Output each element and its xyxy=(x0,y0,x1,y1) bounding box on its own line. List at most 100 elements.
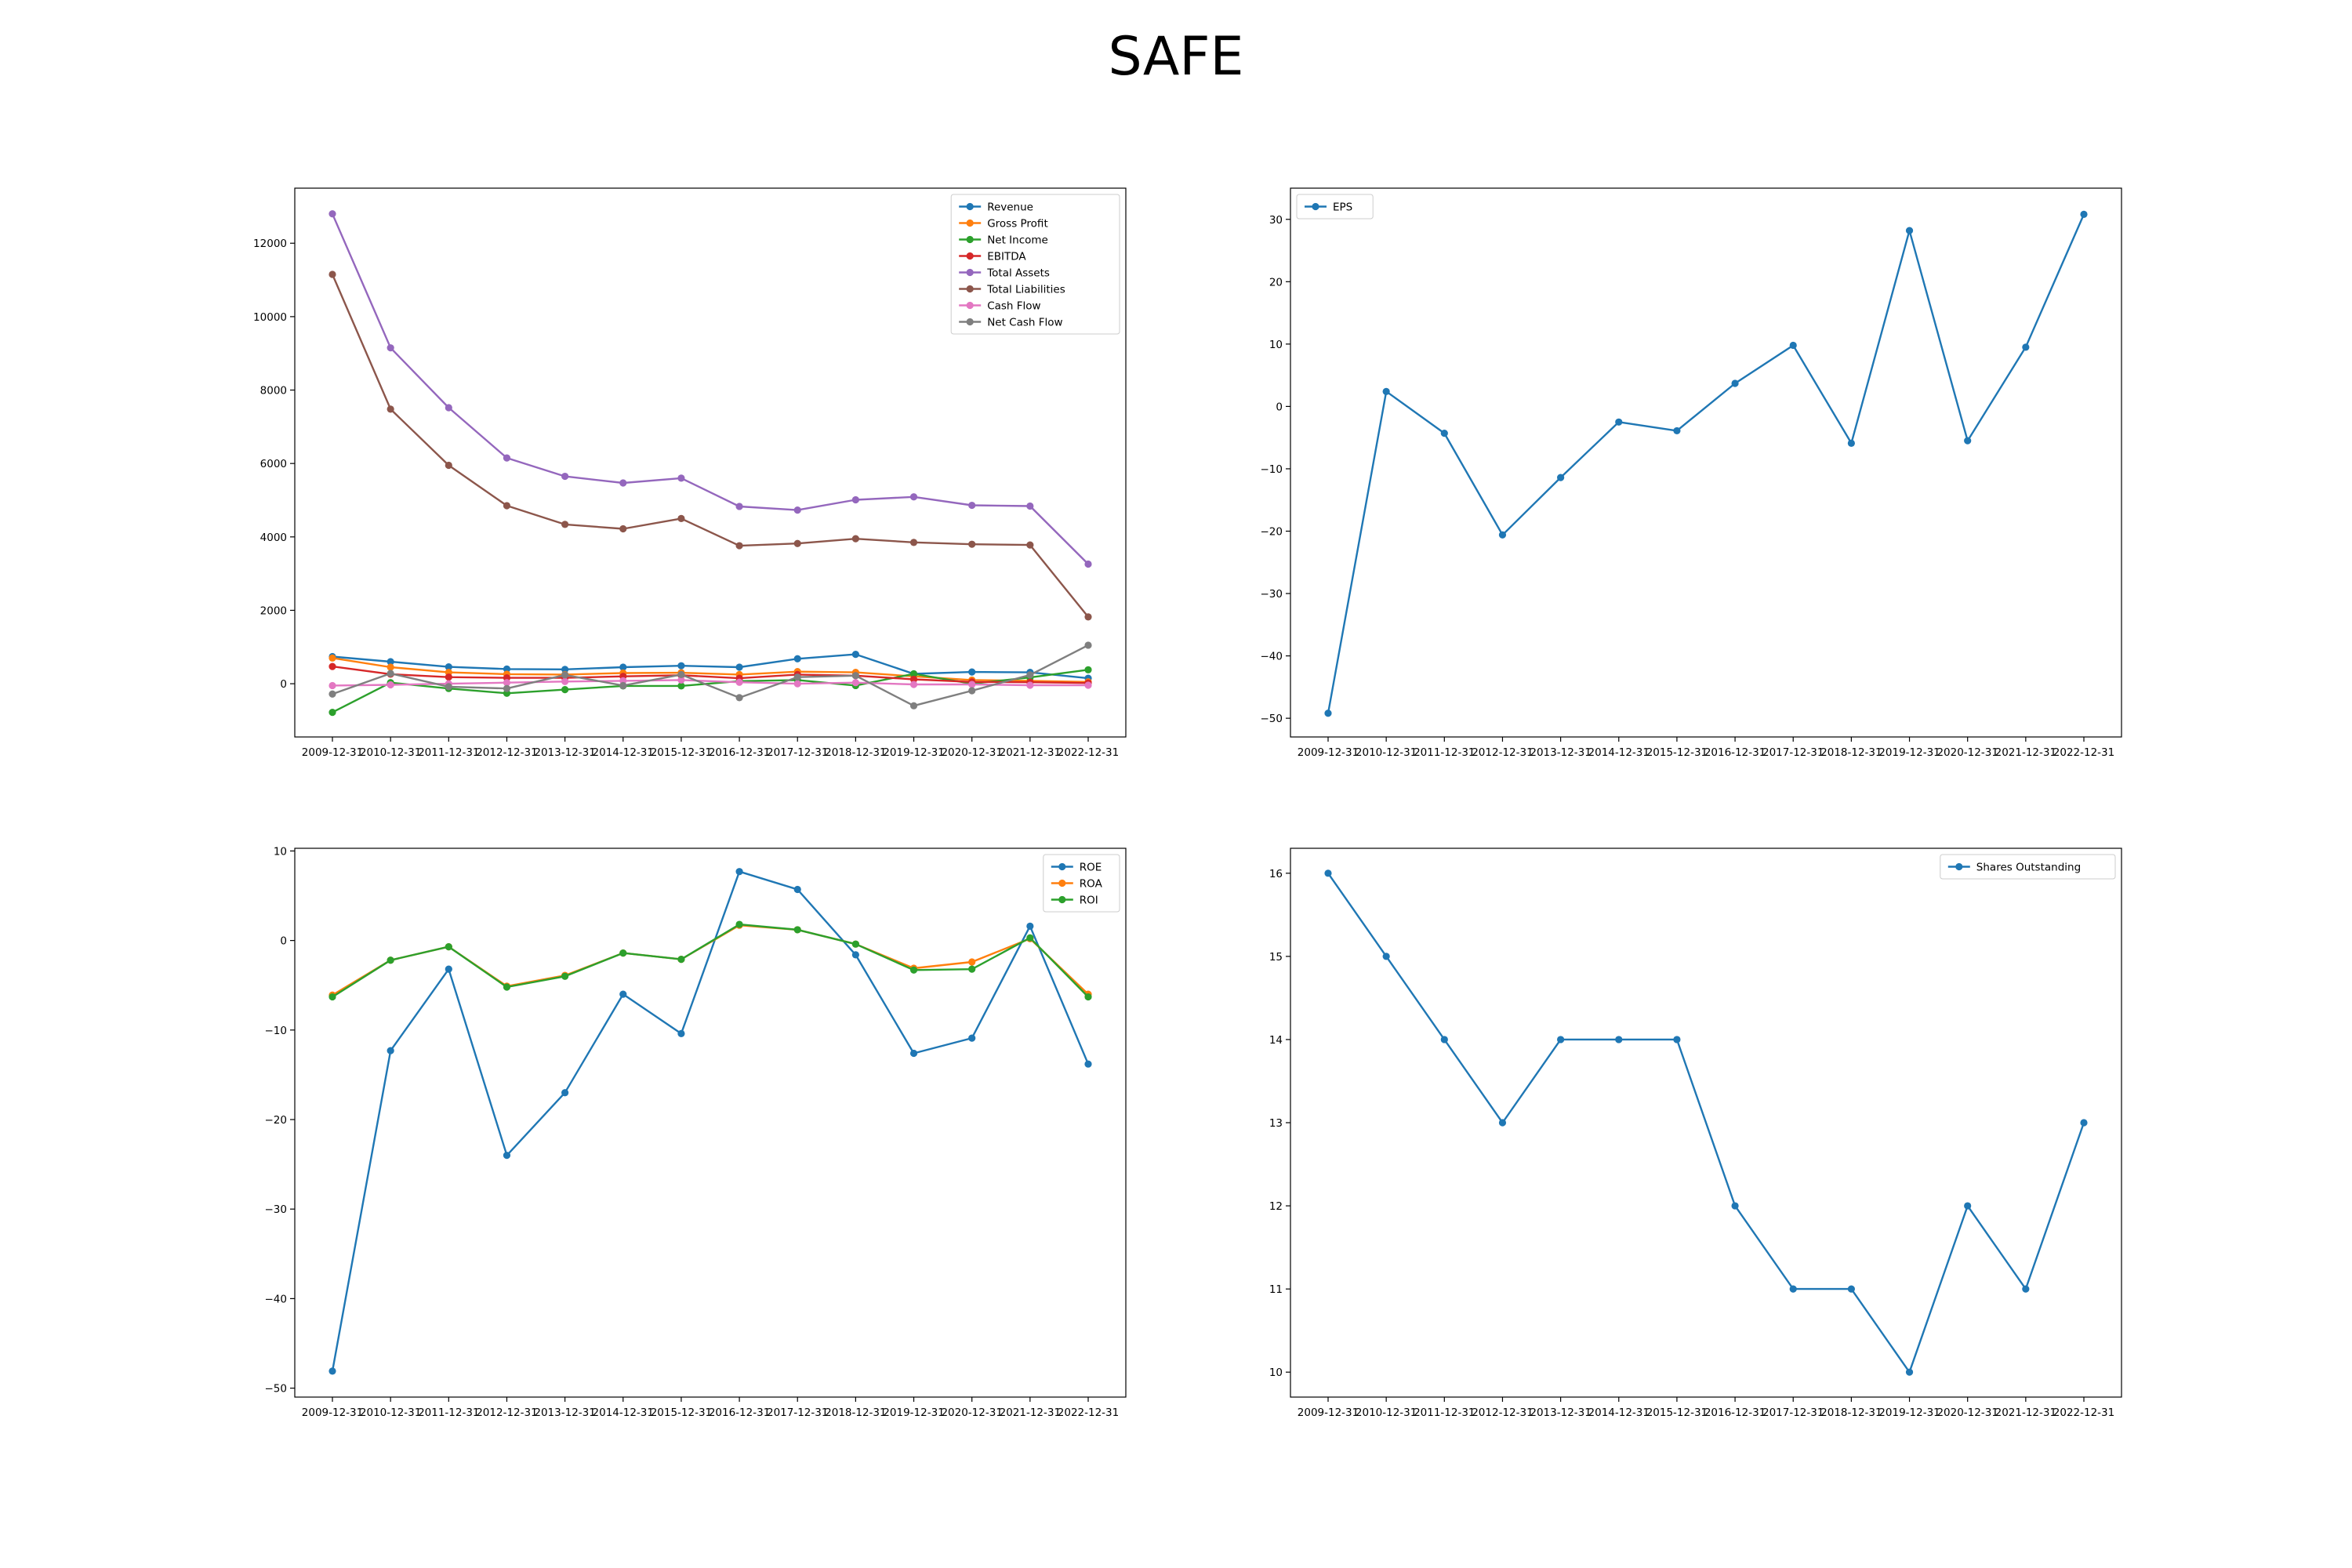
data-point xyxy=(2022,343,2030,351)
x-tick-label: 2009-12-31 xyxy=(1298,1406,1359,1419)
legend-marker xyxy=(966,252,974,260)
axes-frame xyxy=(294,848,1127,1398)
data-point xyxy=(445,683,452,691)
x-tick-label: 2020-12-31 xyxy=(941,1406,1002,1419)
data-point xyxy=(619,681,627,690)
y-tick-label: 20 xyxy=(1269,276,1283,289)
x-tick-label: 2014-12-31 xyxy=(593,1406,654,1419)
series-line xyxy=(332,679,1088,687)
data-point xyxy=(561,685,569,694)
x-tick-label: 2012-12-31 xyxy=(476,1406,537,1419)
legend-label: Shares Outstanding xyxy=(1976,862,2081,874)
y-tick-label: 2000 xyxy=(260,604,287,617)
data-point xyxy=(968,681,976,688)
y-tick-label: 8000 xyxy=(260,385,287,397)
data-point xyxy=(1731,379,1739,387)
x-tick-label: 2015-12-31 xyxy=(1646,1406,1708,1419)
data-point xyxy=(793,655,801,662)
x-tick-label: 2016-12-31 xyxy=(1704,1406,1766,1419)
x-tick-label: 2020-12-31 xyxy=(941,746,1002,759)
data-point xyxy=(328,993,336,1001)
legend-label: Revenue xyxy=(987,201,1033,214)
legend-label: ROE xyxy=(1080,862,1102,874)
data-point xyxy=(793,926,801,934)
x-tick-label: 2010-12-31 xyxy=(1356,1406,1417,1419)
data-point xyxy=(561,677,569,685)
legend: ROE ROA ROI xyxy=(1043,854,1120,913)
data-point xyxy=(503,665,511,673)
x-tick-label: 2015-12-31 xyxy=(651,746,712,759)
x-tick-label: 2013-12-31 xyxy=(534,1406,595,1419)
y-tick-label: 6000 xyxy=(260,458,287,470)
data-point xyxy=(1324,869,1332,877)
x-tick-label: 2011-12-31 xyxy=(1414,1406,1475,1419)
legend-box xyxy=(1940,854,2116,880)
x-tick-label: 2018-12-31 xyxy=(1820,1406,1882,1419)
data-point xyxy=(503,983,511,991)
data-point xyxy=(328,654,336,662)
data-point xyxy=(503,454,511,462)
data-point xyxy=(328,1367,336,1375)
series-net-cash-flow xyxy=(328,641,1092,710)
data-point xyxy=(793,673,801,681)
data-point xyxy=(1026,671,1034,679)
y-tick-label: 10 xyxy=(1269,339,1283,351)
data-point xyxy=(1964,1202,1972,1210)
data-point xyxy=(793,539,801,547)
data-point xyxy=(735,663,743,671)
chart-panel-2: −50 −40 −30 −20 −10 0 10 20 30 2009-12-312010-12-… xyxy=(1261,187,2122,759)
data-point xyxy=(968,668,976,676)
x-tick-label: 2019-12-31 xyxy=(883,746,944,759)
data-point xyxy=(677,474,685,482)
data-point xyxy=(1615,1036,1623,1044)
series-line xyxy=(332,653,1089,680)
data-point xyxy=(561,666,569,673)
data-point xyxy=(1026,502,1034,510)
y-tick-label: −20 xyxy=(265,1114,288,1127)
x-tick-label: 2012-12-31 xyxy=(1472,1406,1533,1419)
data-point xyxy=(387,658,394,666)
legend-marker xyxy=(966,219,974,227)
data-point xyxy=(561,472,569,481)
data-point xyxy=(851,940,859,948)
x-tick-label: 2018-12-31 xyxy=(825,746,886,759)
series-roi xyxy=(328,920,1092,1001)
x-tick-label: 2011-12-31 xyxy=(418,746,479,759)
legend-label: EPS xyxy=(1333,201,1352,214)
x-tick-label: 2022-12-31 xyxy=(1058,746,1119,759)
y-tick-label: 10 xyxy=(274,845,287,858)
axes-frame xyxy=(1290,187,2122,738)
charts-container: 0200040006000800010000120002009-12-31201… xyxy=(253,187,2122,1419)
x-tick-label: 2014-12-31 xyxy=(593,746,654,759)
x-tick-label: 2017-12-31 xyxy=(767,746,828,759)
x-tick-label: 2014-12-31 xyxy=(1588,1406,1650,1419)
data-point xyxy=(735,503,743,510)
data-point xyxy=(1673,426,1681,435)
data-point xyxy=(851,951,859,959)
data-point xyxy=(445,943,452,951)
series-line xyxy=(331,274,1089,618)
data-point xyxy=(735,920,743,928)
data-point xyxy=(677,676,685,684)
data-point xyxy=(2080,1119,2088,1127)
legend-label: Cash Flow xyxy=(987,300,1040,313)
data-point xyxy=(677,670,685,679)
data-point xyxy=(328,690,336,698)
data-point xyxy=(1964,437,1972,445)
legend-marker xyxy=(1058,895,1066,904)
legend-marker xyxy=(1955,862,1963,871)
x-tick-label: 2021-12-31 xyxy=(1995,1406,2056,1419)
data-point xyxy=(619,663,627,671)
series-roa xyxy=(328,921,1092,999)
data-point xyxy=(1382,953,1390,960)
x-tick-label: 2013-12-31 xyxy=(1530,746,1591,759)
x-tick-label: 2017-12-31 xyxy=(1762,746,1824,759)
data-point xyxy=(1084,641,1092,649)
data-point xyxy=(851,495,859,504)
legend-label: EBITDA xyxy=(987,251,1026,263)
data-point xyxy=(328,270,336,278)
series-line xyxy=(332,657,1089,683)
data-point xyxy=(1615,418,1623,426)
series-line xyxy=(1327,873,2085,1374)
legend-marker xyxy=(966,235,974,244)
